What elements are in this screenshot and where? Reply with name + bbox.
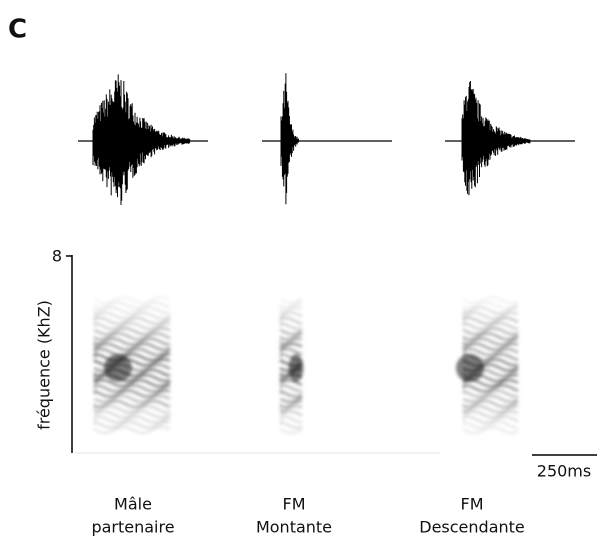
harmonic: [463, 384, 519, 393]
harmonic: [280, 298, 303, 305]
harmonic: [463, 342, 519, 351]
waveform: [280, 73, 299, 205]
y-axis-top-label: 8: [52, 247, 62, 266]
harmonic: [280, 347, 303, 356]
oscillogram: [445, 81, 575, 196]
stimulus-label: Montante: [256, 518, 332, 537]
waveform: [92, 74, 191, 205]
harmonic: [94, 321, 170, 331]
harmonic: [280, 415, 303, 424]
harmonic: [463, 420, 519, 429]
harmonic: [94, 347, 171, 357]
harmonic: [94, 384, 171, 393]
harmonic: [280, 337, 303, 346]
scale-bar-label: 250ms: [537, 462, 591, 481]
harmonic: [94, 301, 171, 310]
harmonic: [463, 301, 519, 310]
spectrogram: [280, 298, 304, 434]
harmonic: [463, 296, 519, 305]
harmonic: [280, 342, 303, 350]
harmonic: [94, 415, 171, 424]
harmonic: [94, 327, 171, 336]
stimulus-label: Descendante: [419, 518, 525, 537]
harmonic: [94, 316, 171, 325]
harmonic: [94, 342, 171, 351]
harmonic: [463, 332, 519, 341]
harmonic: [280, 379, 303, 386]
harmonic: [280, 427, 303, 434]
oscillogram: [78, 74, 208, 205]
harmonic: [280, 301, 303, 310]
harmonic: [280, 332, 303, 341]
harmonic: [280, 316, 303, 325]
harmonic: [280, 384, 303, 393]
harmonic: [94, 337, 171, 346]
panel-label: C: [8, 15, 27, 45]
harmonic: [94, 295, 171, 305]
harmonic: [463, 327, 519, 336]
stimulus-label: FM: [282, 495, 305, 514]
harmonic: [94, 389, 171, 398]
harmonic: [94, 332, 171, 341]
energy-core: [456, 354, 484, 382]
harmonic: [280, 420, 303, 429]
harmonic: [463, 394, 519, 403]
harmonic: [94, 373, 171, 383]
y-axis-label: fréquence (KhZ): [35, 300, 54, 430]
harmonic: [280, 311, 303, 318]
harmonic: [94, 379, 171, 388]
stimulus-label: partenaire: [91, 518, 174, 537]
harmonic: [463, 389, 518, 398]
harmonic: [94, 394, 171, 403]
harmonic: [280, 328, 303, 336]
harmonic: [463, 321, 519, 331]
energy-core: [104, 354, 132, 382]
harmonic: [463, 410, 519, 419]
harmonic: [463, 399, 519, 409]
harmonic: [463, 415, 519, 424]
stimulus-label: FM: [460, 495, 483, 514]
harmonic: [94, 306, 171, 315]
harmonic: [280, 400, 303, 409]
spectrogram: [94, 295, 171, 435]
harmonic: [94, 399, 171, 409]
stimulus-label: Mâle: [114, 495, 152, 514]
harmonic: [280, 405, 303, 414]
harmonic: [463, 425, 519, 435]
harmonic: [463, 306, 519, 315]
harmonic: [463, 337, 519, 346]
harmonic: [94, 425, 171, 435]
harmonic: [463, 316, 519, 325]
harmonic: [280, 306, 303, 315]
stimulus-labels: Mâle partenaire FM Montante FM Descendan…: [91, 495, 524, 537]
spectrogram: [456, 296, 519, 435]
harmonic: [463, 405, 519, 414]
harmonic: [94, 311, 171, 320]
harmonic: [280, 396, 303, 403]
waveform: [461, 81, 531, 196]
harmonic: [94, 353, 171, 362]
harmonic: [463, 347, 519, 357]
harmonic: [280, 389, 303, 398]
energy-core: [288, 354, 304, 382]
harmonic: [280, 321, 303, 331]
harmonic: [94, 410, 171, 419]
harmonic: [94, 420, 171, 429]
harmonic: [463, 311, 519, 320]
harmonic: [94, 405, 171, 414]
harmonic: [280, 410, 303, 417]
oscillogram: [262, 73, 392, 205]
